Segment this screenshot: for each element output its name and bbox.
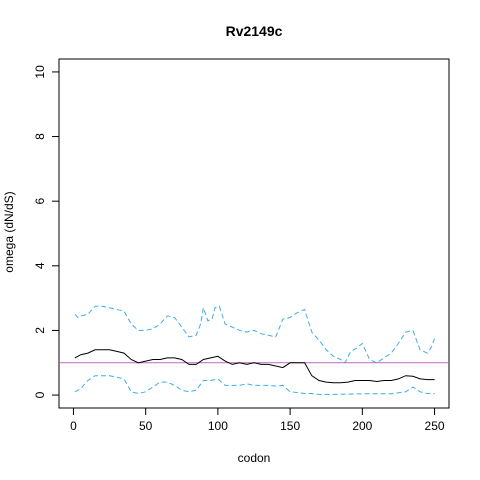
series-line-0 (74, 349, 435, 384)
y-tick-label: 0 (33, 391, 47, 398)
y-tick-label: 6 (33, 198, 47, 205)
series-line-1 (74, 305, 436, 364)
y-tick-label: 10 (33, 65, 47, 79)
y-tick-label: 2 (33, 327, 47, 334)
x-tick-label: 0 (70, 419, 77, 433)
plot-frame (58, 58, 450, 409)
x-tick-label: 250 (425, 419, 445, 433)
y-axis: 0 2 4 6 8 10 (33, 65, 60, 398)
chart-title: Rv2149c (226, 23, 283, 39)
y-axis-label: omega (dN/dS) (2, 191, 16, 272)
x-tick-label: 150 (280, 419, 300, 433)
x-tick-label: 100 (208, 419, 228, 433)
x-axis-label: codon (238, 451, 271, 465)
series-line-2 (74, 375, 435, 395)
x-tick-label: 200 (352, 419, 372, 433)
y-tick-label: 8 (33, 133, 47, 140)
x-tick-label: 50 (139, 419, 153, 433)
x-axis: 0 50 100 150 200 250 (70, 407, 445, 433)
y-tick-label: 4 (33, 262, 47, 269)
series-group (74, 305, 436, 395)
